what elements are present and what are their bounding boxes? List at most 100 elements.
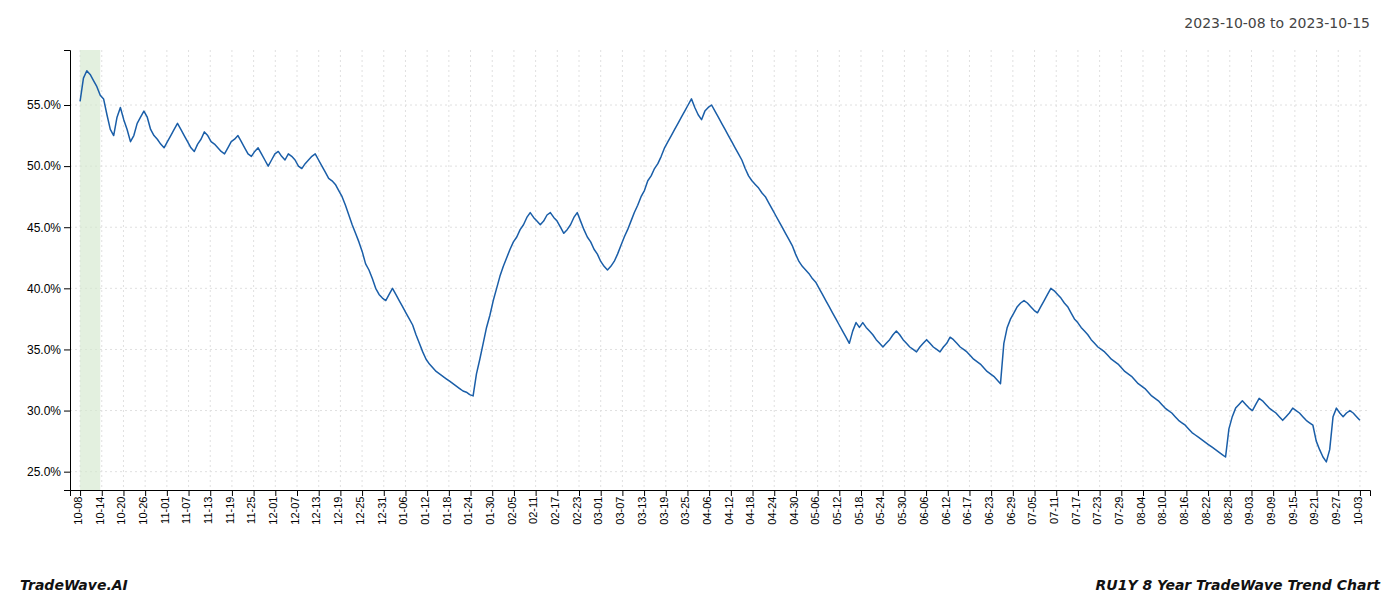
x-tick-label: 10-14 bbox=[94, 497, 106, 525]
x-tick-mark bbox=[557, 490, 558, 496]
grid-line-x bbox=[318, 50, 319, 490]
x-tick-label: 02-11 bbox=[527, 497, 539, 524]
grid-line-x bbox=[622, 50, 623, 490]
grid-line-x bbox=[188, 50, 189, 490]
grid-line-x bbox=[687, 50, 688, 490]
grid-line-x bbox=[166, 50, 167, 490]
x-tick-label: 12-19 bbox=[332, 497, 344, 525]
x-tick: 12-19 bbox=[332, 490, 344, 525]
x-tick-label: 09-27 bbox=[1330, 497, 1342, 525]
x-tick: 07-29 bbox=[1113, 490, 1125, 525]
x-tick: 03-07 bbox=[614, 490, 626, 525]
x-tick-mark bbox=[340, 490, 341, 496]
y-axis-line bbox=[64, 51, 71, 491]
grid-line-x bbox=[795, 50, 796, 490]
y-tick-label: 30.0% bbox=[27, 404, 61, 418]
y-tick-mark bbox=[64, 105, 70, 106]
x-axis: 10-0810-1410-2010-2611-0111-0711-1311-19… bbox=[71, 490, 1371, 525]
x-tick-mark bbox=[1208, 490, 1209, 496]
x-tick: 08-22 bbox=[1200, 490, 1212, 525]
y-tick: 55.0% bbox=[27, 98, 70, 112]
y-tick: 25.0% bbox=[27, 465, 70, 479]
x-tick-mark bbox=[1295, 490, 1296, 496]
x-tick-label: 12-01 bbox=[267, 497, 279, 525]
x-tick-mark bbox=[1317, 490, 1318, 496]
x-tick: 10-03 bbox=[1352, 490, 1364, 525]
grid-line-x bbox=[362, 50, 363, 490]
x-tick: 10-08 bbox=[72, 490, 84, 525]
x-tick-label: 09-15 bbox=[1287, 497, 1299, 525]
x-tick-mark bbox=[319, 490, 320, 496]
grid-line-x bbox=[297, 50, 298, 490]
x-tick: 06-12 bbox=[940, 490, 952, 525]
grid-line-x bbox=[839, 50, 840, 490]
grid-line-y bbox=[70, 166, 1370, 167]
x-tick-mark bbox=[731, 490, 732, 496]
x-tick-mark bbox=[1338, 490, 1339, 496]
grid-line-x bbox=[1359, 50, 1360, 490]
x-tick-mark bbox=[926, 490, 927, 496]
y-tick-label: 45.0% bbox=[27, 221, 61, 235]
x-tick: 03-19 bbox=[658, 490, 670, 525]
grid-line-x bbox=[405, 50, 406, 490]
grid-line-x bbox=[210, 50, 211, 490]
grid-line-y bbox=[70, 471, 1370, 472]
grid-line-x bbox=[492, 50, 493, 490]
grid-line-x bbox=[1208, 50, 1209, 490]
x-tick-mark bbox=[145, 490, 146, 496]
grid-line-x bbox=[817, 50, 818, 490]
x-tick-mark bbox=[1273, 490, 1274, 496]
x-tick-label: 04-24 bbox=[766, 497, 778, 525]
x-tick-mark bbox=[818, 490, 819, 496]
grid-line-x bbox=[145, 50, 146, 490]
x-tick-label: 09-03 bbox=[1243, 497, 1255, 525]
x-tick: 04-18 bbox=[744, 490, 756, 525]
x-tick-label: 12-13 bbox=[310, 497, 322, 525]
grid-line-y bbox=[70, 410, 1370, 411]
x-tick-label: 09-09 bbox=[1265, 497, 1277, 525]
x-tick-label: 07-29 bbox=[1113, 497, 1125, 525]
x-tick-mark bbox=[254, 490, 255, 496]
x-tick: 03-13 bbox=[636, 490, 648, 525]
x-tick-label: 01-12 bbox=[419, 497, 431, 525]
x-tick: 05-12 bbox=[831, 490, 843, 525]
x-tick: 08-28 bbox=[1222, 490, 1234, 525]
x-tick-mark bbox=[1251, 490, 1252, 496]
x-tick-mark bbox=[492, 490, 493, 496]
x-tick-label: 03-19 bbox=[658, 497, 670, 525]
x-tick-label: 06-06 bbox=[918, 497, 930, 525]
grid-line-x bbox=[1316, 50, 1317, 490]
x-tick: 02-17 bbox=[549, 490, 561, 525]
grid-line-x bbox=[340, 50, 341, 490]
grid-line-x bbox=[1012, 50, 1013, 490]
x-tick-label: 04-18 bbox=[744, 497, 756, 525]
x-tick-label: 12-31 bbox=[376, 497, 388, 525]
x-tick-mark bbox=[1143, 490, 1144, 496]
x-tick-mark bbox=[579, 490, 580, 496]
x-tick-label: 11-13 bbox=[202, 497, 214, 524]
grid-line-x bbox=[600, 50, 601, 490]
x-tick-label: 11-07 bbox=[180, 497, 192, 524]
x-tick: 03-01 bbox=[592, 490, 604, 525]
footer-right: RU1Y 8 Year TradeWave Trend Chart bbox=[1096, 577, 1382, 593]
line bbox=[80, 71, 1360, 462]
x-tick-mark bbox=[1121, 490, 1122, 496]
x-tick: 08-16 bbox=[1178, 490, 1190, 525]
x-tick-label: 12-25 bbox=[354, 497, 366, 525]
grid-line-x bbox=[535, 50, 536, 490]
grid-line-x bbox=[253, 50, 254, 490]
x-tick-mark bbox=[839, 490, 840, 496]
x-tick-mark bbox=[514, 490, 515, 496]
x-tick: 11-07 bbox=[180, 490, 192, 524]
page: {"chart_data": {"type": "line", "title":… bbox=[0, 0, 1400, 600]
y-tick-mark bbox=[64, 227, 70, 228]
x-tick-label: 10-26 bbox=[137, 497, 149, 525]
x-tick-label: 10-20 bbox=[115, 497, 127, 525]
grid-line-x bbox=[1273, 50, 1274, 490]
x-tick-label: 08-10 bbox=[1156, 497, 1168, 525]
x-tick-label: 03-13 bbox=[636, 497, 648, 525]
x-tick-label: 10-03 bbox=[1352, 497, 1364, 525]
grid-line-x bbox=[926, 50, 927, 490]
x-tick: 07-17 bbox=[1070, 490, 1082, 525]
grid-line-x bbox=[470, 50, 471, 490]
